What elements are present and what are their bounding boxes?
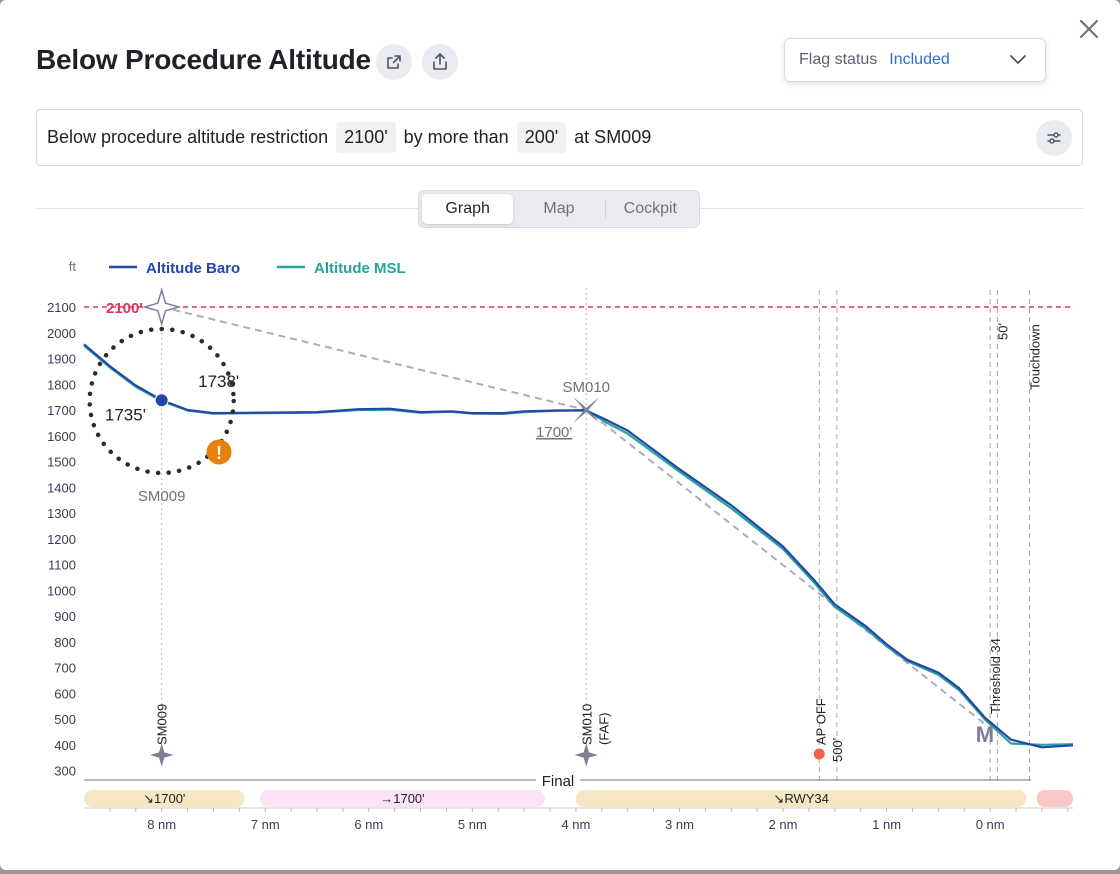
x-tick-label: 2 nm — [769, 817, 798, 832]
y-tick-label: 300 — [54, 764, 76, 779]
segment-label: →1700' — [380, 791, 424, 806]
waypoint-label: SM010 — [563, 379, 611, 396]
y-tick-label: 400 — [54, 738, 76, 753]
restriction-label: 2100' — [106, 300, 143, 317]
y-tick-label: 1600 — [47, 429, 76, 444]
margin-field[interactable]: 200' — [516, 122, 567, 153]
y-tick-label: 900 — [54, 609, 76, 624]
rule-suffix: at SM009 — [574, 127, 652, 147]
event-marker-label: AP OFF — [813, 698, 828, 745]
procedure-path-line — [161, 306, 986, 725]
event-marker-label: Threshold 34 — [988, 638, 1003, 714]
share-icon — [433, 53, 447, 70]
x-tick-label: 1 nm — [872, 817, 901, 832]
x-tick-label: 6 nm — [354, 817, 383, 832]
waypoint-small-star-icon — [574, 743, 599, 767]
y-axis-unit-label: ft — [69, 259, 77, 274]
tab-map[interactable]: Map — [543, 200, 575, 217]
violation-highlight-circle — [87, 326, 236, 476]
segment-label: ↘1700' — [143, 791, 185, 806]
altitude-restriction-field[interactable]: 2100' — [336, 122, 396, 153]
y-tick-label: 1000 — [47, 583, 76, 598]
share-button[interactable] — [422, 44, 458, 80]
y-tick-label: 2100 — [47, 300, 76, 315]
y-tick-label: 2000 — [47, 326, 76, 341]
open-external-button[interactable] — [376, 44, 412, 80]
altitude-annotation: 1735' — [105, 405, 146, 424]
phase-label-bg — [536, 771, 580, 789]
flag-status-label: Flag status — [799, 51, 878, 68]
waypoint-small-star-icon — [150, 743, 174, 767]
event-marker-label: Touchdown — [1028, 324, 1043, 390]
waypoint-label: SM009 — [138, 488, 186, 505]
waypoint-axis-label: SM010 — [579, 704, 594, 745]
rule-settings-button[interactable] — [1036, 120, 1072, 156]
y-tick-label: 1100 — [48, 558, 76, 573]
y-tick-label: 1900 — [47, 352, 76, 367]
altitude-annotation: 1738' — [198, 372, 239, 391]
x-tick-label: 8 nm — [147, 817, 176, 832]
y-tick-label: 1400 — [47, 480, 76, 495]
waypoint-axis-label: SM009 — [155, 704, 170, 745]
warning-icon — [206, 439, 232, 465]
y-tick-label: 1500 — [47, 455, 76, 470]
y-tick-label: 600 — [54, 686, 76, 701]
x-tick-label: 7 nm — [251, 817, 280, 832]
series-line-altitude-baro — [83, 343, 1074, 749]
y-tick-label: 1200 — [47, 532, 76, 547]
warning-icon-glyph: ! — [216, 443, 222, 463]
event-marker-label: 50' — [995, 323, 1010, 340]
event-marker-label: 500' — [830, 738, 845, 762]
page-title: Below Procedure Altitude — [36, 44, 371, 75]
x-tick-label: 4 nm — [561, 817, 590, 832]
segment-bar — [260, 790, 545, 807]
tab-graph[interactable]: Graph — [422, 194, 514, 224]
external-link-icon — [387, 55, 401, 69]
rule-definition: Below procedure altitude restriction 210… — [36, 109, 1083, 166]
close-button[interactable] — [1074, 14, 1104, 44]
series-line-altitude-msl — [83, 344, 1074, 746]
flag-status-value: Included — [889, 51, 950, 68]
segment-bar — [1036, 790, 1073, 807]
view-tabs: Graph Map Cockpit — [418, 190, 700, 228]
ap-off-dot — [813, 748, 825, 760]
chevron-down-icon — [1010, 55, 1026, 65]
rule-prefix: Below procedure altitude restriction — [47, 127, 329, 147]
y-tick-label: 500 — [54, 712, 76, 727]
x-tick-label: 5 nm — [458, 817, 487, 832]
waypoint-axis-sublabel: (FAF) — [596, 713, 611, 746]
sm009-altitude-point — [154, 393, 169, 408]
flag-status-select[interactable]: Flag status Included — [784, 38, 1046, 82]
y-tick-label: 1300 — [47, 506, 76, 521]
segment-bar — [84, 790, 245, 807]
segment-bar — [575, 790, 1027, 807]
close-icon — [1079, 19, 1099, 39]
waypoint-constraint-label: 1700' — [536, 424, 572, 441]
phase-label: Final — [542, 773, 575, 790]
y-tick-label: 1700 — [47, 403, 76, 418]
tab-cockpit[interactable]: Cockpit — [604, 194, 696, 224]
x-tick-label: 3 nm — [665, 817, 694, 832]
legend-label: Altitude Baro — [146, 260, 240, 277]
rule-middle: by more than — [403, 127, 509, 147]
faf-waypoint-icon — [573, 397, 600, 423]
waypoint-star-icon — [142, 287, 182, 327]
missed-approach-icon: M — [976, 722, 994, 747]
segment-label: ↘RWY34 — [773, 791, 828, 806]
y-tick-label: 800 — [54, 635, 76, 650]
x-tick-label: 0 nm — [976, 817, 1005, 832]
y-tick-label: 700 — [54, 661, 76, 676]
sliders-icon — [1047, 132, 1061, 144]
y-tick-label: 1800 — [47, 377, 76, 392]
legend-label: Altitude MSL — [314, 260, 406, 277]
